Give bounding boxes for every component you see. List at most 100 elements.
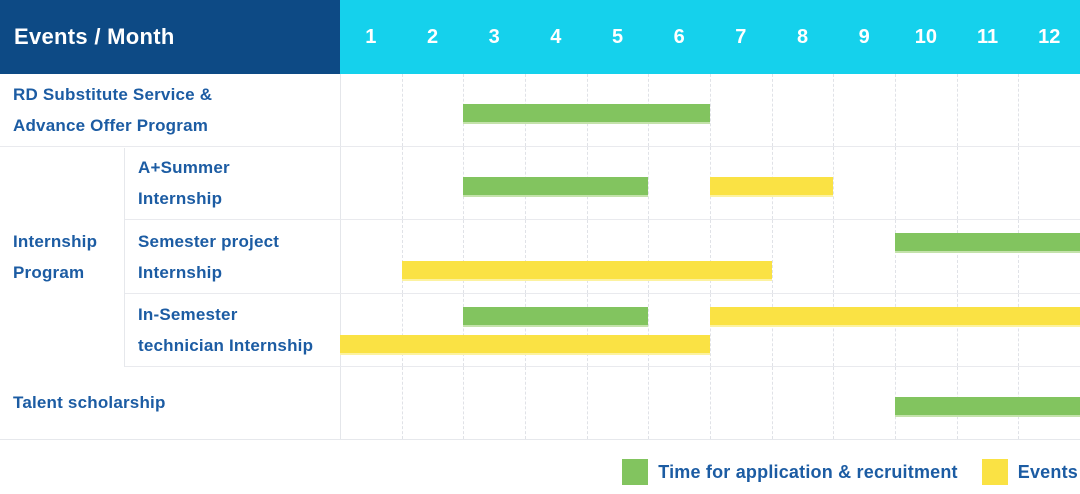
month-gridline: [771, 220, 773, 293]
month-gridline: [895, 147, 896, 220]
application-bar: [463, 177, 649, 198]
row-label: Talent scholarship: [0, 367, 340, 439]
legend-item-events: Events: [981, 459, 1078, 485]
row-grid: [340, 74, 1080, 147]
month-gridline: [1018, 293, 1020, 366]
month-label: 4: [550, 25, 562, 48]
month-gridline: [771, 293, 773, 366]
legend-label: Time for application & recruitment: [658, 461, 958, 482]
row-label-line: Semester project: [138, 231, 280, 251]
application-bar: [463, 306, 649, 327]
events-bar: [340, 334, 710, 355]
row-label-line: Internship: [138, 262, 223, 282]
row-label-line: technician Internship: [138, 335, 314, 355]
month-gridline: [525, 293, 526, 366]
application-bar: [463, 104, 710, 124]
month-gridline: [586, 293, 588, 366]
month-gridline: [586, 366, 588, 440]
month-gridline: [833, 293, 835, 366]
month-gridline: [771, 366, 773, 440]
month-gridline: [710, 366, 711, 440]
row-label: Semester project Internship: [0, 220, 340, 292]
row-label-line: Talent scholarship: [13, 393, 166, 413]
month-gridline: [956, 74, 958, 147]
gantt-body: RD Substitute Service & Advance Offer Pro…: [0, 74, 1080, 440]
application-bar: [895, 233, 1080, 254]
month-label: 3: [488, 25, 500, 48]
month-gridline: [771, 74, 773, 147]
month-gridline: [833, 147, 835, 220]
month-gridline: [833, 220, 835, 293]
month-gridline: [401, 220, 403, 293]
row-grid: [340, 147, 1080, 220]
row-label-line: A+Summer: [138, 158, 230, 178]
month-gridline: [463, 293, 465, 366]
application-bar: [895, 396, 1080, 417]
row-grid: [340, 220, 1080, 293]
month-gridline: [710, 220, 711, 293]
month-label: 11: [976, 25, 999, 48]
month-gridline: [895, 293, 896, 366]
month-gridline: [956, 220, 958, 293]
group-cell-internship-program: Internship Program: [0, 148, 125, 367]
month-label: 1: [365, 25, 377, 48]
legend-swatch-events: [981, 459, 1008, 485]
month-gridline: [833, 366, 835, 440]
legend-label: Events: [1017, 461, 1078, 482]
month-gridline: [710, 74, 711, 147]
row-label-line: In-Semester: [138, 304, 238, 324]
month-gridline: [648, 220, 650, 293]
month-label: 6: [673, 25, 685, 48]
month-gridline: [648, 147, 650, 220]
gantt-row: In-Semester technician Internship: [0, 292, 1080, 366]
month-gridline: [710, 293, 711, 366]
month-gridline: [586, 220, 588, 293]
row-label-line: Advance Offer Program: [13, 116, 209, 136]
month-label: 9: [858, 25, 870, 48]
gantt-row: Semester project Internship: [0, 219, 1080, 293]
month-gridline: [401, 74, 403, 147]
month-gridline: [463, 220, 465, 293]
row-grid: [340, 366, 1080, 440]
events-bar: [401, 261, 772, 282]
events-bar: [710, 306, 1080, 327]
month-label: 7: [735, 25, 747, 48]
gantt-row: RD Substitute Service & Advance Offer Pro…: [0, 74, 1080, 147]
month-gridline: [525, 220, 526, 293]
row-label: RD Substitute Service & Advance Offer Pro…: [0, 74, 340, 146]
month-gridline: [340, 220, 341, 293]
month-gridline: [648, 293, 650, 366]
month-gridline: [1018, 147, 1020, 220]
month-gridline: [340, 74, 341, 147]
row-grid: [340, 293, 1080, 366]
row-label: A+Summer Internship: [0, 147, 340, 219]
legend-item-application: Time for application & recruitment: [622, 459, 958, 485]
month-gridline: [648, 366, 650, 440]
month-gridline: [340, 293, 341, 366]
gantt-row: Talent scholarship: [0, 365, 1080, 440]
month-gridline: [956, 293, 958, 366]
group-label-line: Program: [13, 263, 85, 283]
row-label: In-Semester technician Internship: [0, 294, 340, 366]
month-gridline: [1018, 220, 1020, 293]
row-label-line: Internship: [138, 189, 223, 209]
gantt-row: A+Summer Internship: [0, 146, 1080, 220]
month-gridline: [401, 147, 403, 220]
events-month-header: Events / Month: [0, 0, 340, 74]
month-label: 5: [611, 25, 624, 48]
month-gridline: [463, 366, 465, 440]
month-gridline: [340, 366, 341, 440]
group-label-line: Internship: [13, 232, 98, 252]
events-bar: [710, 177, 834, 198]
month-gridline: [895, 220, 896, 293]
month-gridline: [956, 147, 958, 220]
month-label: 12: [1038, 25, 1061, 48]
legend-swatch-application: [622, 459, 649, 485]
month-gridline: [401, 293, 403, 366]
month-label: 8: [796, 25, 809, 48]
month-gridline: [525, 366, 526, 440]
month-gridline: [340, 147, 341, 220]
month-gridline: [895, 74, 896, 147]
month-header-row: 1 2 3 4 5 6 7 8 9 10 11 12: [340, 0, 1080, 74]
